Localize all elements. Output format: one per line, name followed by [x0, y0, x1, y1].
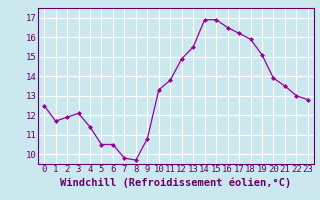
X-axis label: Windchill (Refroidissement éolien,°C): Windchill (Refroidissement éolien,°C): [60, 177, 292, 188]
